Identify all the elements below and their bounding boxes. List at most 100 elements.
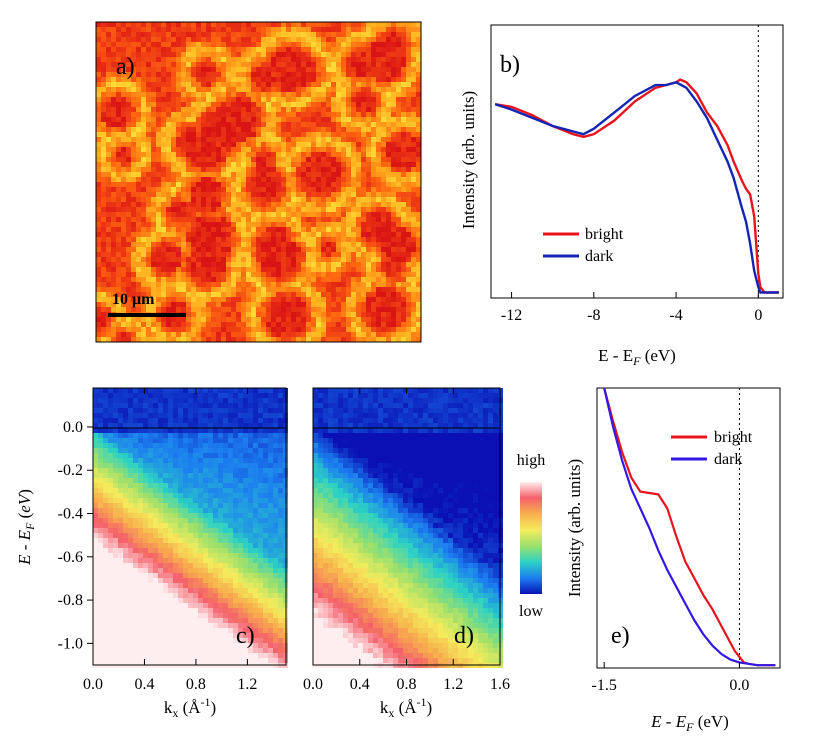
a-heatmap-cell: [331, 207, 336, 212]
a-heatmap-cell: [361, 82, 366, 87]
c-heatmap-cell: [138, 428, 143, 433]
a-heatmap-cell: [226, 307, 231, 312]
c-heatmap-cell: [173, 423, 178, 428]
a-heatmap-cell: [186, 42, 191, 47]
a-heatmap-cell: [141, 157, 146, 162]
c-heatmap-cell: [153, 468, 158, 473]
a-heatmap-cell: [121, 177, 126, 182]
a-heatmap-cell: [196, 92, 201, 97]
a-heatmap-cell: [336, 302, 341, 307]
a-heatmap-cell: [266, 147, 271, 152]
a-heatmap-cell: [411, 252, 416, 257]
a-heatmap-cell: [311, 157, 316, 162]
c-heatmap-cell: [263, 433, 268, 438]
a-heatmap-cell: [206, 257, 211, 262]
a-heatmap-cell: [261, 32, 266, 37]
a-heatmap-cell: [166, 37, 171, 42]
a-heatmap-cell: [196, 192, 201, 197]
a-heatmap-cell: [416, 132, 421, 137]
a-heatmap-cell: [366, 182, 371, 187]
c-heatmap-cell: [258, 463, 263, 468]
a-heatmap-cell: [246, 322, 251, 327]
a-heatmap-cell: [306, 187, 311, 192]
a-heatmap-cell: [161, 252, 166, 257]
a-heatmap-cell: [211, 257, 216, 262]
a-heatmap-cell: [331, 167, 336, 172]
a-heatmap-cell: [111, 337, 116, 342]
a-heatmap-cell: [221, 32, 226, 37]
a-heatmap-cell: [226, 42, 231, 47]
a-heatmap-cell: [376, 312, 381, 317]
a-heatmap-cell: [96, 72, 101, 77]
a-heatmap-cell: [366, 237, 371, 242]
a-heatmap-cell: [131, 322, 136, 327]
c-heatmap-cell: [248, 453, 253, 458]
a-heatmap-cell: [321, 122, 326, 127]
a-heatmap-cell: [106, 82, 111, 87]
a-heatmap-cell: [166, 337, 171, 342]
a-heatmap-cell: [336, 172, 341, 177]
a-heatmap-cell: [126, 47, 131, 52]
a-heatmap-cell: [356, 97, 361, 102]
a-heatmap-cell: [131, 127, 136, 132]
a-heatmap-cell: [401, 112, 406, 117]
a-heatmap-cell: [281, 192, 286, 197]
c-heatmap-cell: [208, 438, 213, 443]
a-heatmap-cell: [166, 307, 171, 312]
a-heatmap-cell: [206, 102, 211, 107]
a-heatmap-cell: [331, 317, 336, 322]
a-heatmap-cell: [351, 282, 356, 287]
a-heatmap-cell: [156, 172, 161, 177]
a-heatmap-cell: [246, 192, 251, 197]
a-heatmap-cell: [116, 57, 121, 62]
a-heatmap-cell: [301, 42, 306, 47]
a-heatmap-cell: [241, 287, 246, 292]
a-heatmap-cell: [221, 42, 226, 47]
a-heatmap-cell: [371, 287, 376, 292]
a-heatmap-cell: [156, 47, 161, 52]
a-heatmap-cell: [241, 317, 246, 322]
c-heatmap-cell: [238, 443, 243, 448]
a-heatmap-cell: [281, 222, 286, 227]
a-heatmap-cell: [381, 252, 386, 257]
a-heatmap-cell: [356, 277, 361, 282]
c-heatmap-cell: [103, 438, 108, 443]
a-heatmap-cell: [101, 267, 106, 272]
c-heatmap-cell: [218, 438, 223, 443]
a-heatmap-cell: [176, 217, 181, 222]
a-heatmap-cell: [396, 192, 401, 197]
c-heatmap-cell: [263, 453, 268, 458]
a-heatmap-cell: [281, 112, 286, 117]
a-heatmap-cell: [216, 107, 221, 112]
c-heatmap-cell: [208, 478, 213, 483]
a-heatmap-cell: [356, 282, 361, 287]
a-heatmap-cell: [366, 132, 371, 137]
c-heatmap-cell: [208, 433, 213, 438]
c-heatmap-cell: [198, 408, 203, 413]
a-heatmap-cell: [376, 177, 381, 182]
a-heatmap-cell: [246, 52, 251, 57]
a-heatmap-cell: [416, 252, 421, 257]
c-heatmap-cell: [268, 398, 273, 403]
c-heatmap-cell: [118, 458, 123, 463]
a-heatmap-cell: [346, 327, 351, 332]
a-heatmap-cell: [196, 302, 201, 307]
a-heatmap-cell: [216, 42, 221, 47]
a-heatmap-cell: [326, 57, 331, 62]
a-heatmap-cell: [416, 147, 421, 152]
a-heatmap-cell: [241, 202, 246, 207]
a-heatmap-cell: [366, 82, 371, 87]
a-heatmap-cell: [126, 147, 131, 152]
a-heatmap-cell: [231, 137, 236, 142]
a-heatmap-cell: [266, 97, 271, 102]
a-heatmap-cell: [271, 142, 276, 147]
c-heatmap-cell: [188, 438, 193, 443]
a-heatmap-cell: [131, 32, 136, 37]
a-heatmap-cell: [271, 42, 276, 47]
c-heatmap-cell: [248, 463, 253, 468]
a-heatmap-cell: [151, 192, 156, 197]
a-heatmap-cell: [191, 222, 196, 227]
a-heatmap-cell: [326, 77, 331, 82]
a-heatmap-cell: [416, 232, 421, 237]
a-heatmap-cell: [146, 67, 151, 72]
